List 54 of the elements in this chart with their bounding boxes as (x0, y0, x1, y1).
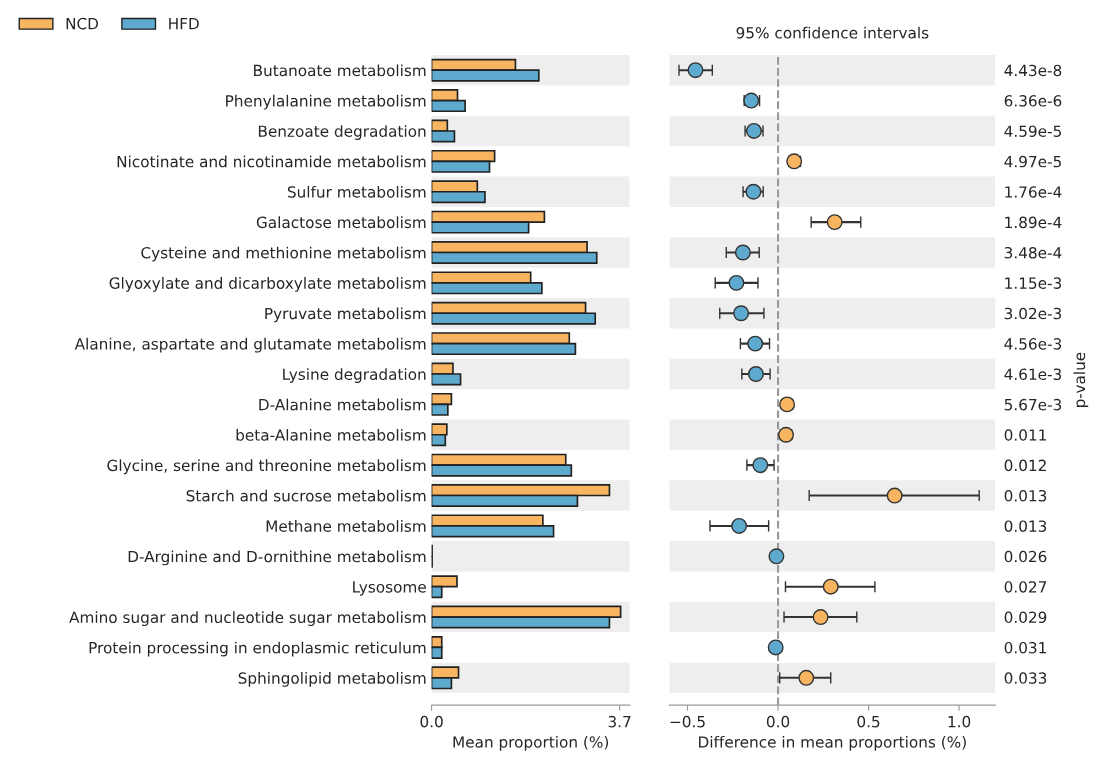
y2-axis-title: p-value (1073, 352, 1089, 407)
chart-title: 95% confidence intervals (736, 26, 929, 39)
y2-tick-label: 4.59e-5 (1004, 125, 1061, 137)
y-tick-label: Sphingolipid metabolism (238, 672, 426, 687)
y-tick-label: Starch and sucrose metabolism (186, 489, 426, 502)
y2-tick-label: 0.012 (1004, 459, 1046, 472)
y2-tick-label: 6.36e-6 (1004, 95, 1062, 107)
y2-tick-label: 0.033 (1004, 672, 1047, 684)
y2-tick-label: 0.013 (1004, 490, 1047, 502)
y-tick-label: Alanine, aspartate and glutamate metabolism (74, 337, 426, 353)
y-tick-label: Cysteine and methionine metabolism (141, 246, 426, 262)
y2-tick-label: 3.48e-4 (1004, 246, 1062, 259)
x-tick-label: 1.0 (948, 715, 971, 728)
x-tick-label: 0.0 (766, 715, 790, 728)
y2-tick-label: 0.029 (1004, 611, 1047, 624)
y2-tick-label: 3.02e-3 (1004, 307, 1062, 320)
y-tick-label: Protein processing in endoplasmic reticulum (89, 641, 426, 657)
y2-tick-label: 4.97e-5 (1004, 155, 1061, 168)
x-axis-title: Difference in mean proportions (%) (699, 735, 966, 751)
y-tick-label: Butanoate metabolism (254, 64, 426, 77)
y2-tick-label: 0.026 (1004, 550, 1047, 563)
y-tick-label: Glyoxylate and dicarboxylate metabolism (109, 277, 426, 292)
x-tick-label: −0.5 (670, 715, 705, 728)
x-tick-label: 0.0 (420, 715, 443, 728)
legend-label: NCD (66, 17, 99, 30)
y2-tick-label: 1.89e-4 (1005, 216, 1062, 229)
y2-tick-label: 0.027 (1004, 581, 1047, 593)
y2-tick-label: 0.011 (1004, 429, 1046, 441)
x-tick-label: 3.7 (608, 715, 631, 728)
y-tick-label: Glycine, serine and threonine metabolism (107, 459, 426, 475)
y-tick-label: Sulfur metabolism (287, 185, 426, 198)
y2-tick-label: 4.43e-8 (1004, 64, 1062, 77)
y-tick-label: Lysosome (353, 581, 426, 596)
y-tick-label: Benzoate degradation (258, 125, 426, 140)
y-tick-label: Phenylalanine metabolism (226, 94, 426, 110)
y-tick-label: Galactose metabolism (256, 216, 426, 229)
y-tick-label: Lysine degradation (283, 368, 426, 383)
y2-tick-label: 0.013 (1004, 520, 1047, 532)
y-tick-label: D-Arginine and D-ornithine metabolism (128, 550, 426, 566)
y-tick-label: Amino sugar and nucleotide sugar metabolism (69, 611, 426, 627)
y-tick-label: Methane metabolism (266, 520, 426, 532)
y-tick-label: Pyruvate metabolism (265, 307, 426, 323)
y-tick-label: D-Alanine metabolism (259, 398, 426, 411)
y2-tick-label: 4.61e-3 (1004, 368, 1062, 381)
y2-tick-label: 1.76e-4 (1005, 186, 1062, 198)
y2-tick-label: 0.031 (1004, 641, 1046, 654)
y2-tick-label: 1.15e-3 (1005, 277, 1062, 289)
x-tick-label: 0.5 (857, 715, 880, 728)
x-axis-title: Mean proportion (%) (453, 735, 609, 751)
y-tick-label: Nicotinate and nicotinamide metabolism (117, 155, 426, 168)
y2-tick-label: 5.67e-3 (1004, 398, 1062, 411)
y-tick-label: beta-Alanine metabolism (236, 428, 426, 441)
y2-tick-label: 4.56e-3 (1004, 338, 1062, 350)
legend-label: HFD (169, 18, 199, 30)
